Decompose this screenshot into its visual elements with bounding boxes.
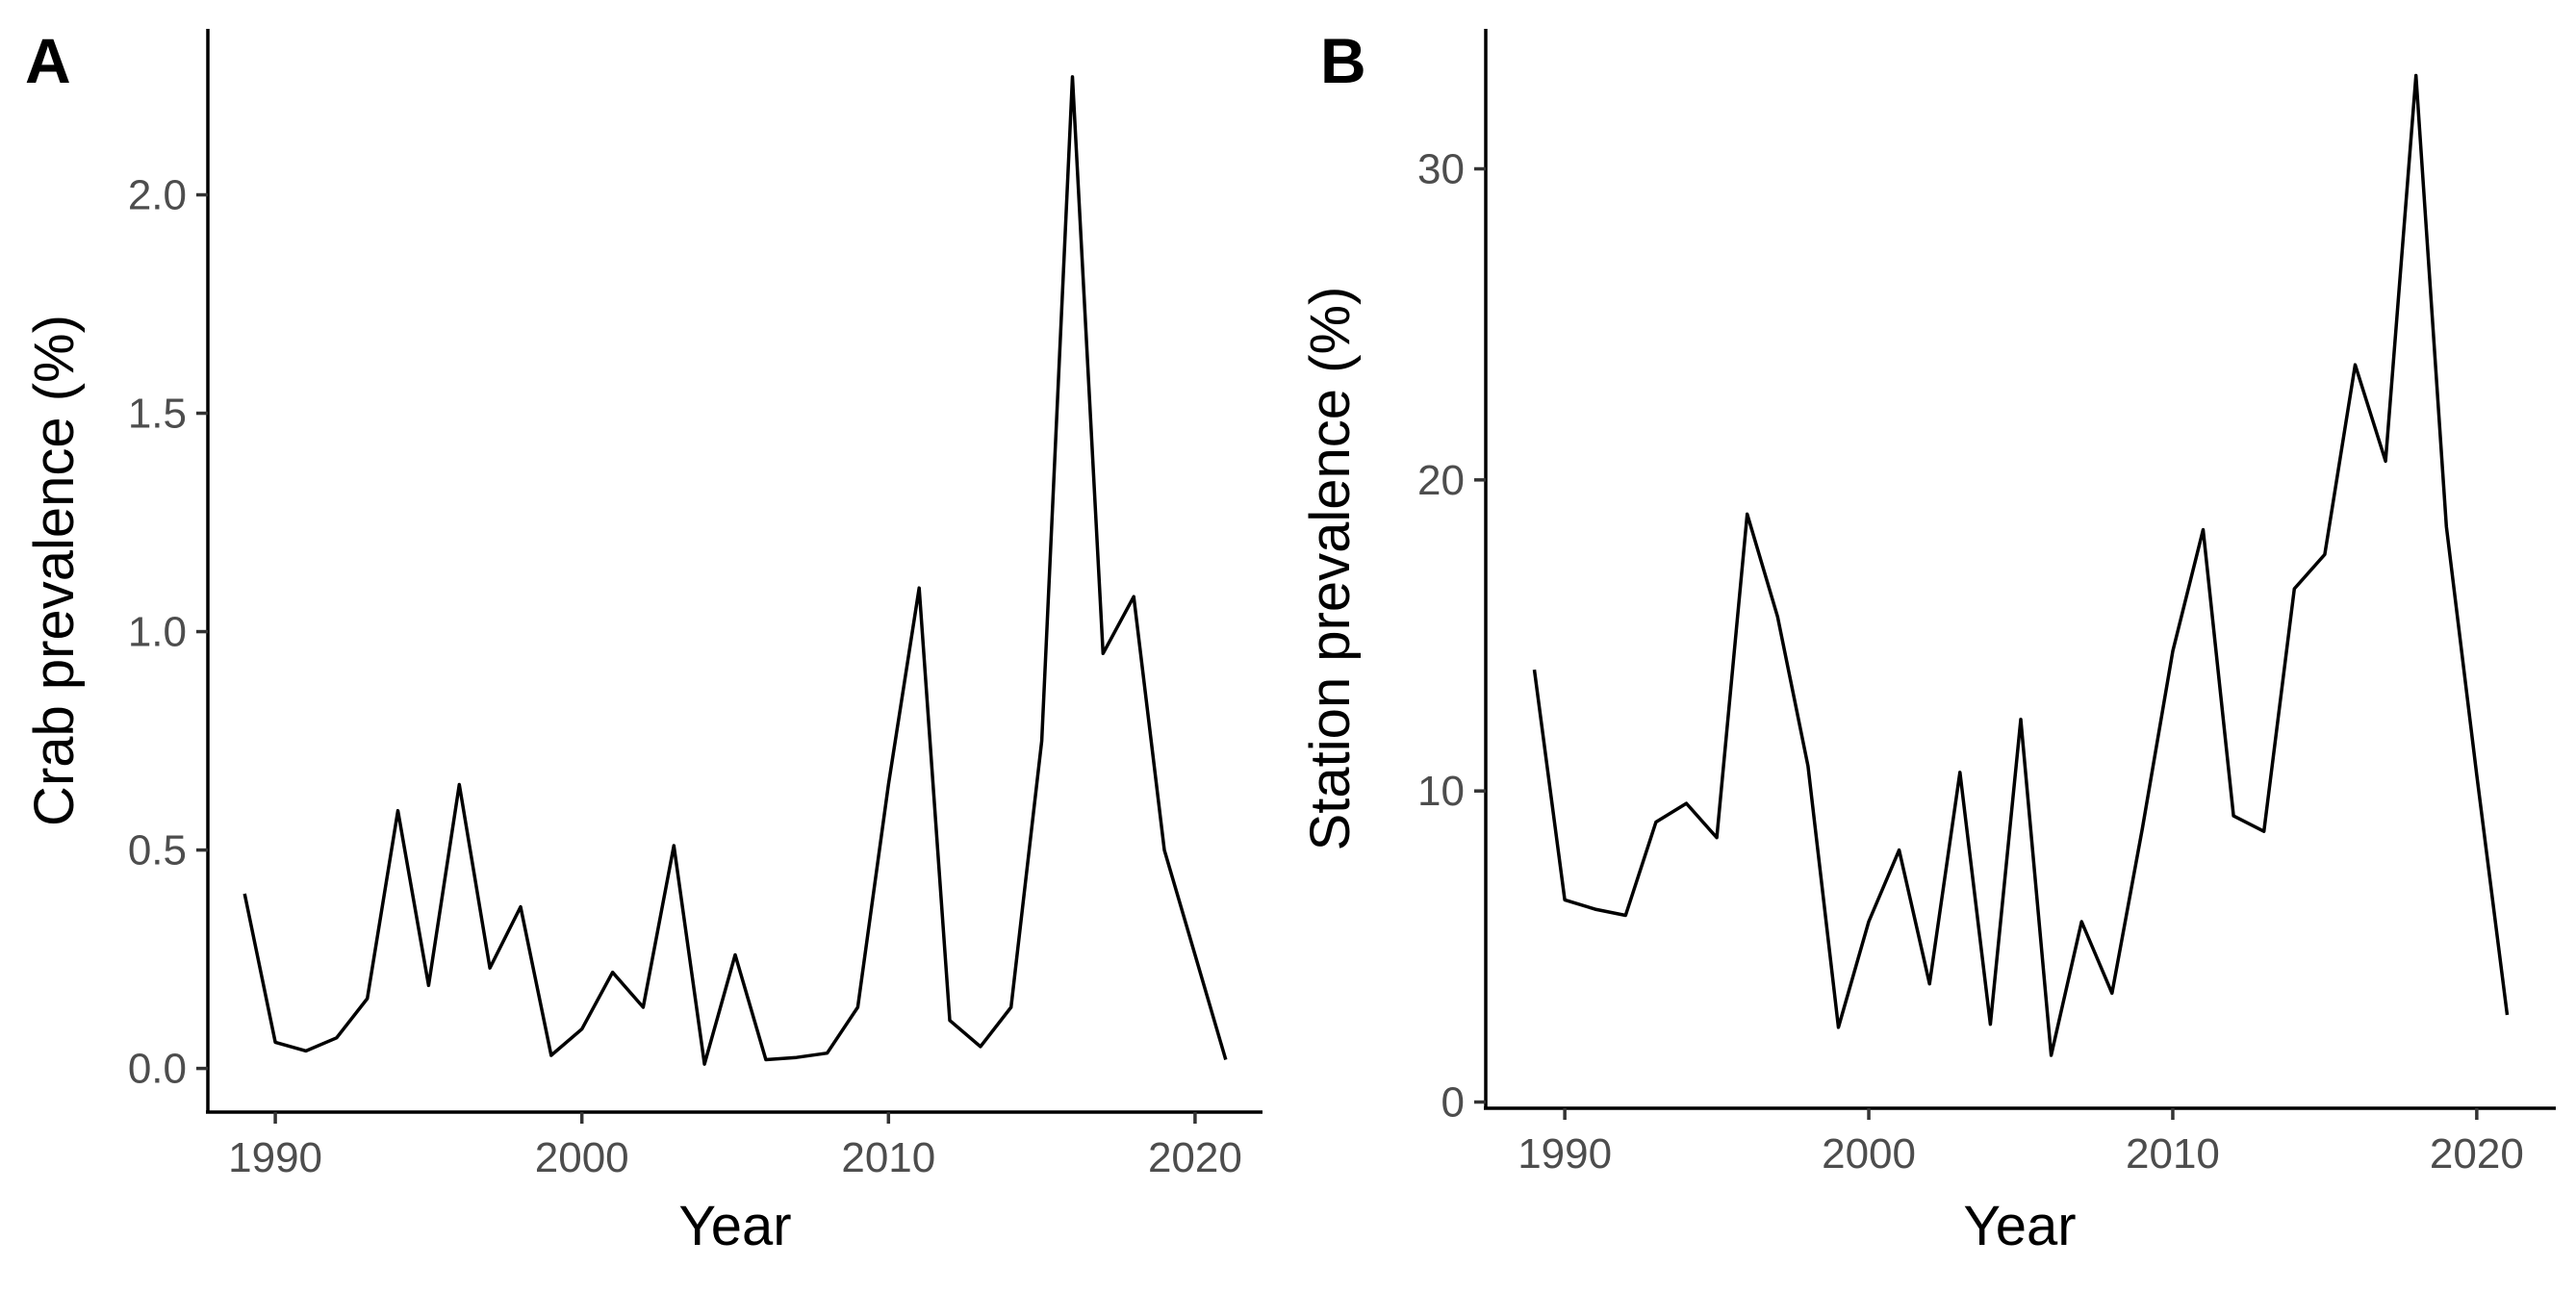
panel-b-x-ticks: 1990 2000 2010 2020 [1518, 1108, 2524, 1178]
panel-b: B 0 10 20 30 1990 2000 2010 2020 Year Station … [1299, 25, 2556, 1257]
panel-b-y-tick-label: 30 [1417, 146, 1465, 193]
panel-a-y-tick-label: 1.5 [128, 391, 187, 438]
panel-b-y-tick-label: 0 [1441, 1079, 1465, 1127]
panel-b-x-tick-label: 2010 [2126, 1130, 2220, 1178]
panel-b-tag: B [1320, 25, 1366, 96]
panel-a-y-axis-title: Crab prevalence (%) [23, 315, 86, 826]
panel-a-y-tick-label: 0.0 [128, 1046, 187, 1093]
panel-a-series-line [242, 75, 1228, 1066]
panel-a-y-tick-label: 0.5 [128, 827, 187, 874]
panel-a-x-ticks: 1990 2000 2010 2020 [228, 1112, 1242, 1181]
panel-a-y-tick-label: 2.0 [128, 172, 187, 219]
panel-a-y-tick-label: 1.0 [128, 609, 187, 656]
panel-b-x-tick-label: 1990 [1518, 1130, 1612, 1178]
panel-b-y-tick-label: 10 [1417, 768, 1465, 815]
panel-b-y-tick-label: 20 [1417, 457, 1465, 504]
panel-b-y-axis-title: Station prevalence (%) [1299, 287, 1362, 851]
panel-b-x-axis-title: Year [1963, 1195, 2076, 1257]
panel-a-x-tick-label: 2000 [535, 1134, 629, 1181]
panel-a: A 0.00.51.01.52.0 1990 2000 2010 2020 Year … [23, 25, 1262, 1257]
panel-a-x-axis-title: Year [678, 1195, 791, 1257]
panel-a-y-ticks: 0.0 0.5 1.0 1.5 2.0 [128, 172, 208, 1093]
panel-a-x-tick-label: 2020 [1148, 1134, 1242, 1181]
panel-b-x-tick-label: 2000 [1822, 1130, 1916, 1178]
panel-b-y-ticks: 0 10 20 30 [1417, 146, 1486, 1127]
panel-a-tag: A [25, 25, 71, 96]
panel-b-x-tick-label: 2020 [2430, 1130, 2524, 1178]
panel-a-x-tick-label: 2010 [841, 1134, 935, 1181]
panel-b-series-line [1532, 73, 2510, 1057]
panel-a-x-tick-label: 1990 [228, 1134, 322, 1181]
